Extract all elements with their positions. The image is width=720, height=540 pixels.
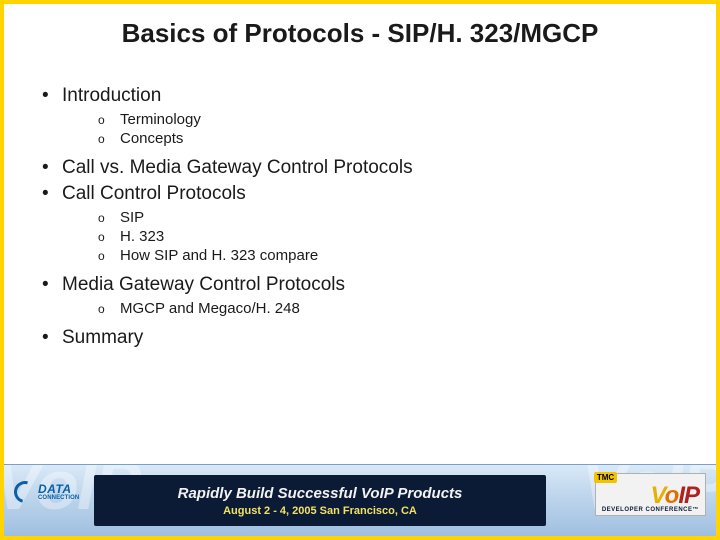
- bullet-introduction: Introduction: [40, 85, 680, 107]
- voip-ip: IP: [678, 482, 699, 509]
- voip-conference-logo: TMC VoIP DEVELOPER CONFERENCE™: [595, 473, 706, 516]
- subbullet-mgcp: MGCP and Megaco/H. 248: [96, 300, 680, 317]
- bullet-media-gateway: Media Gateway Control Protocols: [40, 274, 680, 296]
- voip-v: V: [651, 482, 665, 509]
- logo-connection-text: CONNECTION: [38, 495, 79, 501]
- sublist-call-control: SIP H. 323 How SIP and H. 323 compare: [96, 209, 680, 264]
- voip-block: TMC VoIP DEVELOPER CONFERENCE™: [595, 473, 706, 516]
- data-connection-logo: DATA CONNECTION: [14, 481, 79, 503]
- voip-o: o: [665, 482, 679, 509]
- banner-sub-text: August 2 - 4, 2005 San Francisco, CA: [223, 505, 417, 517]
- voip-text: VoIP: [602, 482, 699, 510]
- subbullet-terminology: Terminology: [96, 111, 680, 128]
- logo-data-text: DATA: [38, 483, 79, 495]
- logo-left-text: DATA CONNECTION: [38, 483, 79, 501]
- footer-banner: Rapidly Build Successful VoIP Products A…: [94, 475, 546, 526]
- sublist-introduction: Terminology Concepts: [96, 111, 680, 147]
- subbullet-compare: How SIP and H. 323 compare: [96, 247, 680, 264]
- slide-title: Basics of Protocols - SIP/H. 323/MGCP: [40, 18, 680, 49]
- voip-subtext: DEVELOPER CONFERENCE™: [602, 507, 699, 513]
- bullet-summary: Summary: [40, 327, 680, 349]
- subbullet-concepts: Concepts: [96, 130, 680, 147]
- bullet-call-control: Call Control Protocols: [40, 183, 680, 205]
- banner-main-text: Rapidly Build Successful VoIP Products: [178, 485, 463, 502]
- outline-list: Introduction Terminology Concepts Call v…: [40, 85, 680, 349]
- subbullet-sip: SIP: [96, 209, 680, 226]
- slide-content: Basics of Protocols - SIP/H. 323/MGCP In…: [40, 18, 680, 353]
- bullet-call-vs-media: Call vs. Media Gateway Control Protocols: [40, 157, 680, 179]
- sublist-media-gateway: MGCP and Megaco/H. 248: [96, 300, 680, 317]
- swoosh-icon: [10, 477, 40, 507]
- subbullet-h323: H. 323: [96, 228, 680, 245]
- tmc-badge: TMC: [594, 472, 617, 483]
- footer: VoIP VoIP DATA CONNECTION Rapidly Build …: [4, 464, 716, 536]
